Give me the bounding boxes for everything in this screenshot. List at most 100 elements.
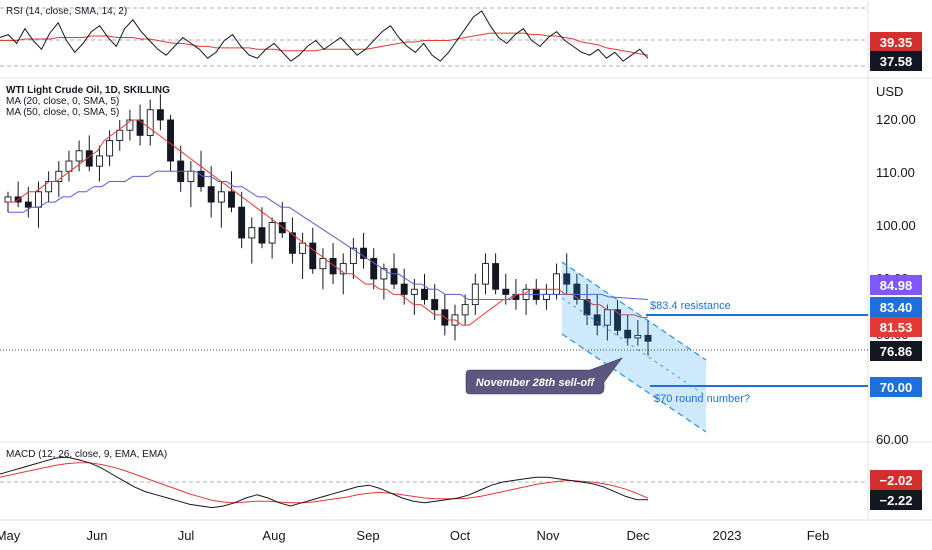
macd-value-tag	[870, 470, 922, 490]
date-tick: Jun	[87, 528, 108, 543]
candle	[228, 191, 235, 208]
price-axis-unit: USD	[876, 84, 903, 99]
candle	[349, 247, 357, 265]
candle	[482, 263, 489, 285]
rsi-line	[0, 10, 649, 62]
candle	[217, 191, 225, 203]
channel-fill	[562, 262, 706, 432]
candle	[624, 329, 632, 339]
channel-lower-line	[561, 333, 707, 433]
candle	[400, 283, 408, 295]
candle	[35, 191, 42, 208]
macd-value-label: −2.22	[880, 493, 913, 508]
rsi-label: RSI (14, close, SMA, 14, 2)	[6, 6, 127, 17]
rsi-signal-line	[0, 32, 649, 56]
candle	[502, 288, 510, 295]
price-tag	[870, 317, 922, 337]
macd-value-label: −2.02	[880, 473, 913, 488]
macd-signal-line	[0, 462, 649, 504]
candle	[593, 314, 601, 326]
round-number-label: $70 round number?	[654, 393, 750, 405]
candle	[106, 140, 114, 157]
callout-box	[465, 357, 623, 395]
callout-label: November 28th sell-off	[476, 377, 596, 389]
candle	[542, 293, 550, 300]
candle	[563, 273, 571, 285]
candle	[299, 242, 307, 254]
macd-pane	[0, 456, 868, 509]
macd-line	[0, 456, 649, 509]
date-tick: Aug	[262, 528, 285, 543]
candle	[644, 334, 652, 342]
price-tag-label: 70.00	[880, 380, 913, 395]
price-pane: $83.4 resistance $70 round number? Novembe…	[0, 0, 932, 521]
candle	[288, 232, 296, 254]
candle	[187, 170, 195, 182]
candle	[339, 263, 347, 275]
candle	[319, 258, 327, 270]
candle	[268, 222, 276, 244]
macd-value-tag	[870, 490, 922, 510]
candle	[156, 109, 164, 121]
candle	[410, 288, 418, 295]
candle	[146, 109, 154, 136]
price-tick: 60.00	[876, 432, 909, 447]
candle	[248, 227, 256, 239]
price-tag-label: 81.53	[880, 320, 913, 335]
price-tick: 110.00	[876, 165, 915, 180]
candle	[614, 309, 621, 331]
rsi-value-tag	[870, 32, 922, 52]
candle	[634, 334, 642, 339]
candle	[390, 268, 398, 285]
candle	[309, 242, 317, 270]
price-tick: 100.00	[876, 218, 916, 233]
candle	[553, 273, 561, 295]
candle	[136, 119, 144, 136]
candle	[85, 150, 93, 167]
candle	[431, 299, 439, 311]
rsi-value-tag	[870, 51, 922, 71]
candle	[4, 196, 12, 203]
price-tag-label: 83.40	[880, 300, 913, 315]
channel-upper-line	[561, 261, 707, 361]
candle	[461, 304, 469, 316]
candle	[370, 258, 378, 280]
price-tag	[870, 275, 922, 295]
ma50-label: MA (50, close, 0, SMA, 5)	[6, 107, 119, 118]
candle	[126, 119, 134, 131]
ma20-line	[8, 119, 649, 326]
macd-label: MACD (12, 26, close, 9, EMA, EMA)	[6, 449, 167, 460]
candle	[116, 129, 124, 141]
candle	[278, 222, 286, 234]
candle	[492, 263, 500, 290]
candle	[421, 288, 428, 300]
candle	[238, 206, 246, 239]
channel-mid-line	[561, 297, 707, 397]
price-tick: 120.00	[876, 112, 916, 127]
candle	[24, 201, 32, 208]
candle	[329, 258, 337, 275]
rsi-value-label: 37.58	[880, 54, 913, 69]
resistance-label: $83.4 resistance	[650, 300, 731, 312]
date-tick: Sep	[356, 528, 379, 543]
candle	[55, 170, 63, 182]
price-tag-label: 84.98	[880, 278, 913, 293]
price-tag	[870, 341, 922, 361]
candle	[95, 155, 103, 167]
ma50-line	[8, 170, 649, 300]
candle	[197, 170, 205, 188]
ma20-label: MA (20, close, 0, SMA, 5)	[6, 96, 119, 107]
candle	[258, 227, 266, 244]
price-tag-label: 76.86	[880, 344, 913, 359]
date-tick: 2023	[713, 528, 742, 543]
date-tick: Dec	[626, 528, 650, 543]
candle	[207, 186, 215, 203]
date-axis: May Jun Jul Aug Sep Oct Nov Dec 2023 Feb	[0, 528, 829, 543]
candle	[380, 268, 388, 280]
date-tick: May	[0, 528, 21, 543]
date-tick: Nov	[536, 528, 560, 543]
date-tick: Oct	[450, 528, 471, 543]
price-axis: 120.00110.00100.0090.0080.0060.0084.9883…	[870, 32, 922, 510]
rsi-pane	[0, 7, 868, 67]
